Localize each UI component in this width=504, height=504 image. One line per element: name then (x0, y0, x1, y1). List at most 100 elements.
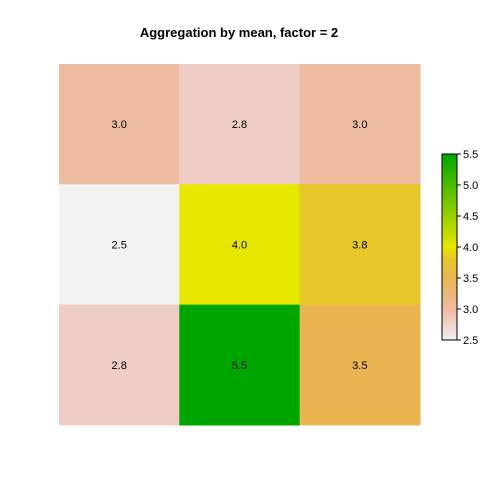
colorbar-segment (442, 298, 457, 301)
colorbar-segment (442, 210, 457, 213)
colorbar-segment (442, 216, 457, 219)
colorbar-segment (442, 250, 457, 253)
colorbar-segment (442, 192, 457, 195)
colorbar-tick-label: 4.0 (463, 242, 478, 254)
colorbar-segment (442, 332, 457, 335)
colorbar-segment (442, 304, 457, 307)
colorbar-segment (442, 294, 457, 297)
colorbar-segment (442, 310, 457, 313)
colorbar-segment (442, 338, 457, 341)
colorbar-segment (442, 308, 457, 311)
colorbar-segment (442, 330, 457, 333)
colorbar-tick-label: 3.5 (463, 273, 478, 285)
colorbar-segment (442, 196, 457, 199)
colorbar-segment (442, 204, 457, 207)
colorbar-tick-label: 5.0 (463, 180, 478, 192)
colorbar-segment (442, 194, 457, 197)
colorbar-segment (442, 154, 457, 157)
colorbar-segment (442, 228, 457, 231)
colorbar-segment (442, 278, 457, 281)
colorbar-segment (442, 328, 457, 331)
colorbar-segment (442, 188, 457, 191)
heatmap-cell (179, 64, 301, 185)
colorbar-segment (442, 240, 457, 243)
colorbar-segment (442, 264, 457, 267)
cell-value-label: 3.5 (352, 360, 367, 372)
colorbar-segment (442, 316, 457, 319)
colorbar-segment (442, 306, 457, 309)
colorbar-segment (442, 166, 457, 169)
colorbar-segment (442, 290, 457, 293)
colorbar-segment (442, 178, 457, 181)
colorbar-segment (442, 276, 457, 279)
colorbar-segment (442, 198, 457, 201)
colorbar-segment (442, 274, 457, 277)
colorbar-segment (442, 318, 457, 321)
cell-value-label: 4.0 (232, 240, 247, 252)
colorbar-segment (442, 312, 457, 315)
colorbar-tick-label: 3.0 (463, 304, 478, 316)
colorbar-segment (442, 170, 457, 173)
heatmap-cell (179, 184, 301, 306)
colorbar-segment (442, 164, 457, 167)
colorbar-segment (442, 256, 457, 259)
colorbar-segment (442, 284, 457, 287)
colorbar-segment (442, 180, 457, 183)
colorbar-segment (442, 242, 457, 245)
colorbar-segment (442, 158, 457, 161)
colorbar-segment (442, 160, 457, 163)
colorbar-segment (442, 224, 457, 227)
colorbar-segment (442, 334, 457, 337)
colorbar-segment (442, 320, 457, 323)
colorbar-segment (442, 322, 457, 325)
colorbar-segment (442, 168, 457, 171)
colorbar-tick-label: 4.5 (463, 211, 478, 223)
colorbar-segment (442, 246, 457, 249)
colorbar-segment (442, 300, 457, 303)
colorbar-segment (442, 172, 457, 175)
colorbar-segment (442, 234, 457, 237)
colorbar-segment (442, 230, 457, 233)
colorbar-segment (442, 268, 457, 271)
colorbar-segment (442, 260, 457, 263)
colorbar-segment (442, 254, 457, 257)
colorbar-segment (442, 336, 457, 339)
heatmap-cells: 3.0 2.8 3.0 2.5 4.0 3.8 2.8 5.5 3.5 (59, 64, 421, 426)
colorbar-segment (442, 248, 457, 251)
colorbar-segment (442, 296, 457, 299)
colorbar-segment (442, 206, 457, 209)
colorbar-segment (442, 286, 457, 289)
colorbar-segment (442, 218, 457, 221)
colorbar-segment (442, 324, 457, 327)
colorbar-segment (442, 186, 457, 189)
colorbar-segment (442, 280, 457, 283)
colorbar-segment (442, 202, 457, 205)
heatmap-cell (299, 184, 421, 306)
cell-value-label: 2.8 (232, 119, 247, 131)
colorbar-segment (442, 262, 457, 265)
colorbar-segment (442, 236, 457, 239)
colorbar-segment (442, 302, 457, 305)
chart-title: Aggregation by mean, factor = 2 (140, 25, 338, 40)
heatmap-cell (59, 64, 180, 185)
colorbar-tick-label: 5.5 (463, 149, 478, 161)
colorbar-segment (442, 182, 457, 185)
cell-value-label: 5.5 (232, 360, 247, 372)
colorbar-segment (442, 244, 457, 247)
cell-value-label: 3.0 (352, 119, 367, 131)
colorbar-segment (442, 162, 457, 165)
colorbar-segment (442, 232, 457, 235)
cell-value-label: 2.8 (112, 360, 127, 372)
colorbar-segment (442, 222, 457, 225)
colorbar-legend: 2.5 3.0 3.5 4.0 4.5 5.0 5.5 (441, 149, 478, 347)
colorbar-segment (442, 252, 457, 255)
colorbar-segment (442, 226, 457, 229)
colorbar-segment (442, 190, 457, 193)
colorbar-tick-label: 2.5 (463, 335, 478, 347)
heatmap-cell (299, 304, 421, 426)
colorbar-segment (442, 212, 457, 215)
heatmap-cell (179, 304, 301, 426)
colorbar-segment (442, 200, 457, 203)
colorbar-segment (442, 258, 457, 261)
